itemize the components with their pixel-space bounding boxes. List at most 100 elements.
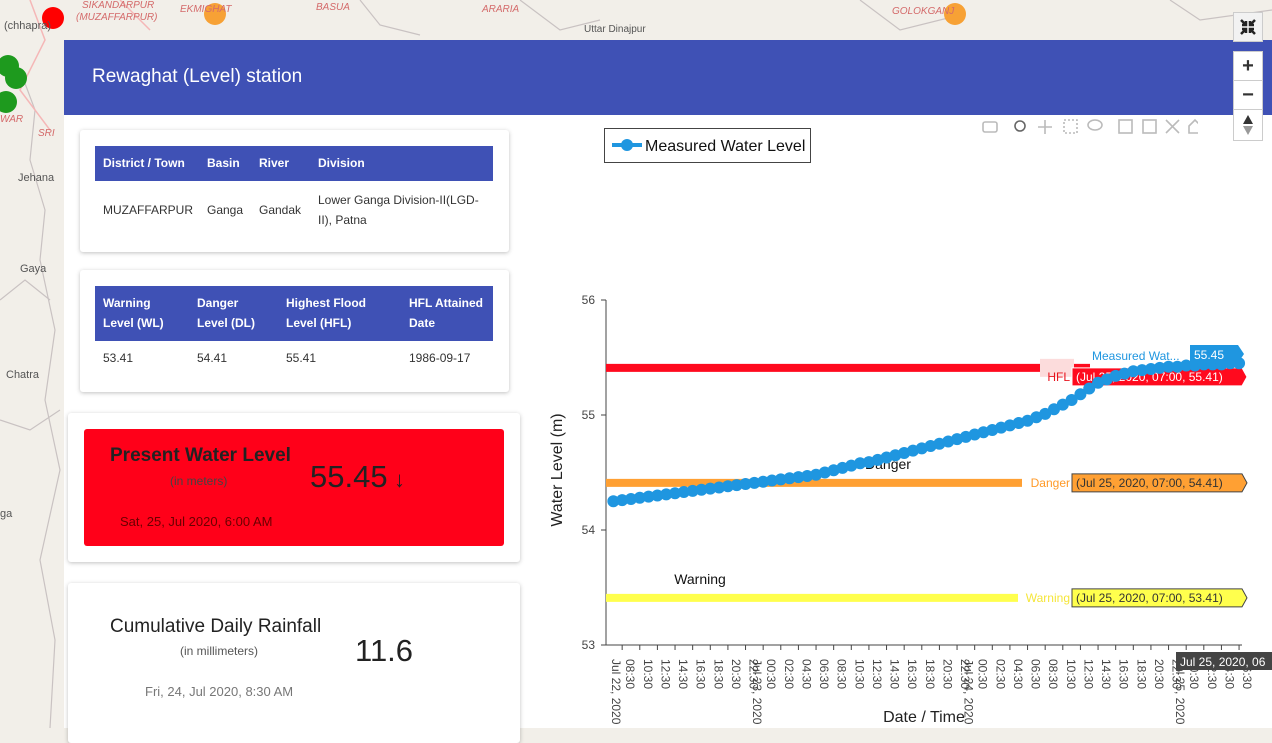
autoscale-icon[interactable] [1165, 119, 1180, 134]
x-tick-label: 14:30 [676, 659, 690, 689]
data-point [757, 475, 770, 488]
station-marker [5, 67, 27, 89]
x-tick-label: 08:30 [623, 659, 637, 689]
data-point [686, 484, 699, 497]
hover-value-box [1190, 345, 1244, 363]
present-level-time: Sat, 25, Jul 2020, 6:00 AM [120, 514, 273, 529]
map-label: ga [0, 508, 13, 520]
map-label: Uttar Dinajpur [584, 24, 646, 35]
hover-text: (Jul 25, 2020, 07:00, 53.41) [1076, 591, 1223, 605]
hover-x-box [1176, 652, 1272, 670]
data-point [721, 480, 734, 493]
x-date-label: Jul 23, 2020 [750, 659, 764, 725]
data-point [1144, 363, 1157, 375]
rainfall-value: 11.6 [355, 633, 414, 668]
data-point [1047, 403, 1060, 416]
data-point [1083, 382, 1096, 395]
column-header: HFL Attained Date [409, 296, 483, 330]
x-tick-label: 20:30 [940, 659, 954, 689]
x-date-label: Jul 22, 2020 [609, 659, 623, 725]
table-header [95, 146, 493, 181]
data-point [1065, 394, 1078, 407]
camera-icon[interactable] [982, 121, 998, 133]
zoom-out[interactable]: − [1233, 80, 1263, 110]
compass[interactable] [1233, 109, 1263, 141]
x-date-label: Jul 24, 2020 [962, 659, 976, 725]
data-point [713, 481, 726, 494]
data-point [739, 478, 752, 490]
data-point [1127, 365, 1140, 378]
data-point [765, 474, 778, 487]
rainfall-time: Fri, 24, Jul 2020, 8:30 AM [145, 684, 294, 699]
map-label: SIKANDARPUR [82, 0, 155, 11]
threshold-name: Danger [1031, 476, 1070, 490]
table-cell: 1986-09-17 [409, 351, 471, 365]
column-header: Basin [207, 156, 240, 170]
data-point [624, 492, 637, 505]
column-header: Danger Level (DL) [197, 296, 256, 330]
data-point [1136, 364, 1149, 377]
x-tick-label: 22:30 [747, 659, 761, 689]
hover-box [1071, 473, 1248, 493]
map-label: SRI [38, 128, 55, 139]
zoom-in[interactable]: + [1233, 51, 1263, 81]
station-marker [42, 7, 64, 29]
hover-x-label: Jul 25, 2020, 06 [1180, 655, 1266, 669]
table-cell: 55.41 [286, 351, 317, 365]
table-cell: Gandak [259, 203, 302, 217]
y-tick-label: 56 [582, 293, 596, 307]
x-tick-label: 16:30 [694, 659, 708, 689]
label-background [1040, 358, 1074, 377]
panel-title: Rewaghat (Level) station [92, 66, 303, 87]
data-point [704, 482, 717, 495]
x-tick-label: 16:30 [905, 659, 919, 689]
pan-icon[interactable] [1038, 120, 1052, 134]
x-tick-label: 14:30 [888, 659, 902, 689]
modebar [982, 118, 1198, 134]
y-axis-title: Water Level (m) [549, 413, 566, 526]
data-point [1056, 398, 1069, 411]
fullscreen-button[interactable] [1233, 12, 1263, 42]
zoom-out-icon[interactable] [1142, 119, 1157, 134]
data-point [774, 473, 787, 486]
station-marker [944, 3, 966, 25]
x-tick-label: 18:30 [923, 659, 937, 689]
data-point [669, 487, 682, 500]
column-header: River [259, 156, 290, 170]
data-point [677, 486, 690, 499]
table-cell: Ganga [207, 203, 244, 217]
zoom-icon[interactable] [1014, 120, 1026, 132]
table-cell: Lower Ganga Division-II(LGD-II), Patna [318, 193, 479, 227]
map-label: Jehana [18, 172, 55, 184]
hover-value: 55.45 [1194, 348, 1224, 362]
zoom-in-icon[interactable] [1118, 119, 1133, 134]
present-level-card: Present Water Level (in meters) 55.45 ↓ … [68, 413, 520, 562]
data-point [1180, 359, 1193, 372]
x-tick-label: 02:30 [993, 659, 1007, 689]
reset-icon[interactable] [1188, 118, 1198, 134]
present-level-value: 55.45 [310, 459, 388, 494]
data-point [642, 490, 655, 503]
table-cell: 53.41 [103, 351, 134, 365]
station-marker [0, 91, 17, 113]
legend: Measured Water Level [604, 128, 811, 163]
map [0, 0, 1272, 728]
x-tick-label: 08:30 [1046, 659, 1060, 689]
data-point [660, 488, 673, 501]
x-tick-label: 04:30 [1011, 659, 1025, 689]
data-point [792, 471, 805, 484]
box-select-icon[interactable] [1063, 119, 1078, 134]
column-header: Warning Level (WL) [103, 296, 164, 330]
column-header: Division [318, 156, 365, 170]
map-label: (MUZAFFARPUR) [76, 12, 158, 23]
x-tick-label: 16:30 [1117, 659, 1131, 689]
map-label: Gaya [20, 263, 47, 275]
lasso-icon[interactable] [1087, 119, 1103, 131]
data-point [1153, 361, 1166, 374]
hover-box [1071, 588, 1248, 608]
x-tick-label: 14:30 [1099, 659, 1113, 689]
data-point [801, 469, 814, 482]
data-point [783, 472, 796, 485]
rainfall-unit: (in millimeters) [180, 644, 258, 658]
